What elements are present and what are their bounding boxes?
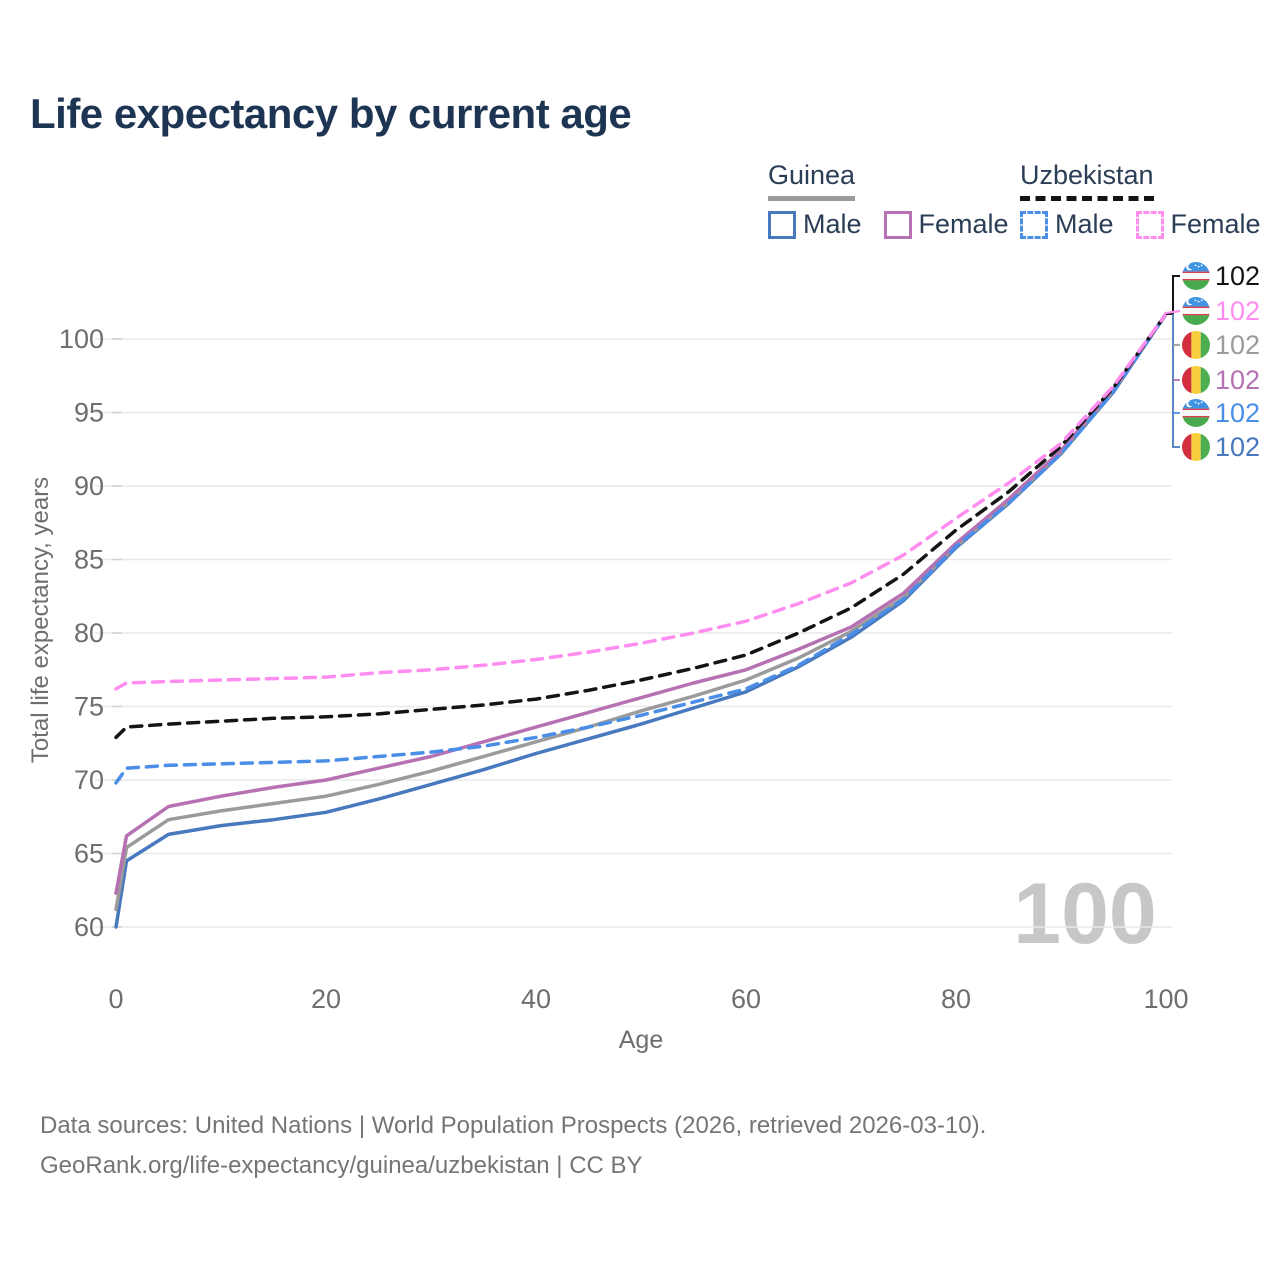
end-label-value: 102 bbox=[1215, 432, 1260, 462]
legend-group-uzbekistan-title: Uzbekistan bbox=[1020, 160, 1154, 201]
y-tick-label: 65 bbox=[74, 839, 104, 869]
x-tick-label: 0 bbox=[108, 984, 123, 1014]
y-tick-label: 100 bbox=[59, 324, 104, 354]
x-tick-label: 100 bbox=[1143, 984, 1188, 1014]
y-tick-label: 85 bbox=[74, 545, 104, 575]
end-label-connector bbox=[1166, 275, 1180, 315]
x-tick-label: 80 bbox=[941, 984, 971, 1014]
guinea-flag-icon bbox=[1182, 366, 1210, 394]
footer-attribution: GeoRank.org/life-expectancy/guinea/uzbek… bbox=[40, 1152, 643, 1179]
y-tick-label: 70 bbox=[74, 765, 104, 795]
legend-item-guinea-female[interactable]: Female bbox=[883, 209, 1009, 240]
x-tick-label: 40 bbox=[521, 984, 551, 1014]
x-tick-label: 60 bbox=[731, 984, 761, 1014]
page-title: Life expectancy by current age bbox=[30, 90, 632, 137]
end-label-connector bbox=[1165, 309, 1181, 315]
legend-group-guinea-title: Guinea bbox=[768, 160, 856, 201]
guinea-male-swatch-icon bbox=[768, 210, 796, 239]
end-label-connector bbox=[1172, 314, 1180, 448]
y-tick-label: 60 bbox=[74, 912, 104, 942]
legend: Guinea Male Female Uzbekistan Male bbox=[0, 160, 1280, 250]
legend-item-uzbekistan-male[interactable]: Male bbox=[1020, 209, 1114, 240]
legend-item-label: Female bbox=[918, 209, 1009, 239]
x-axis-title: Age bbox=[619, 1026, 663, 1054]
end-label-row: 102 bbox=[1182, 330, 1260, 360]
y-tick-label: 90 bbox=[74, 471, 104, 501]
series-line-uzbekistan-female[interactable] bbox=[114, 312, 1168, 691]
end-label-row: 102 bbox=[1182, 261, 1260, 291]
series-line-guinea-female[interactable] bbox=[114, 312, 1168, 895]
end-label-value: 102 bbox=[1215, 330, 1260, 360]
guinea-flag-icon bbox=[1182, 433, 1210, 461]
series-line-uzbekistan-male[interactable] bbox=[114, 312, 1168, 785]
end-label-value: 102 bbox=[1215, 261, 1260, 291]
footer-data-sources: Data sources: United Nations | World Pop… bbox=[40, 1112, 987, 1139]
uzbekistan-male-swatch-icon bbox=[1020, 210, 1048, 239]
end-label-row: 102 bbox=[1182, 296, 1260, 326]
guinea-female-swatch-icon bbox=[883, 210, 912, 239]
legend-item-label: Male bbox=[803, 209, 862, 239]
legend-group-uzbekistan: Uzbekistan Male Female bbox=[1020, 160, 1261, 240]
y-tick-label: 75 bbox=[74, 692, 104, 722]
end-label-row: 102 bbox=[1182, 432, 1260, 462]
footer: Data sources: United Nations | World Pop… bbox=[40, 1106, 986, 1186]
guinea-flag-icon bbox=[1182, 331, 1210, 359]
legend-item-label: Male bbox=[1055, 209, 1114, 239]
uzbekistan-female-swatch-icon bbox=[1135, 210, 1164, 239]
legend-group-guinea: Guinea Male Female bbox=[768, 160, 1009, 240]
legend-item-uzbekistan-female[interactable]: Female bbox=[1135, 209, 1261, 240]
end-label-row: 102 bbox=[1182, 398, 1260, 428]
uzbekistan-flag-icon bbox=[1182, 297, 1210, 325]
age-counter-watermark: 100 bbox=[1013, 866, 1157, 962]
end-label-value: 102 bbox=[1215, 398, 1260, 428]
end-label-value: 102 bbox=[1215, 296, 1260, 326]
series-line-guinea-male[interactable] bbox=[114, 312, 1168, 929]
x-tick-label: 20 bbox=[311, 984, 341, 1014]
end-label-value: 102 bbox=[1215, 365, 1260, 395]
series-line-uzbekistan-both-sexes[interactable] bbox=[114, 312, 1168, 740]
legend-item-guinea-male[interactable]: Male bbox=[768, 209, 862, 240]
y-axis-title: Total life expectancy, years bbox=[27, 477, 54, 763]
y-tick-label: 80 bbox=[74, 618, 104, 648]
uzbekistan-flag-icon bbox=[1182, 262, 1210, 290]
y-tick-label: 95 bbox=[74, 398, 104, 428]
end-label-row: 102 bbox=[1182, 365, 1260, 395]
legend-item-label: Female bbox=[1170, 209, 1261, 239]
uzbekistan-flag-icon bbox=[1182, 399, 1210, 427]
